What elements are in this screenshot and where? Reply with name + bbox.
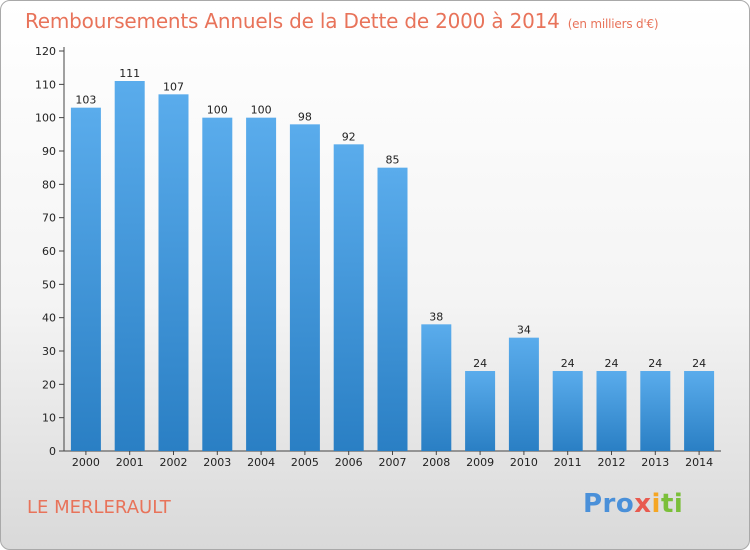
y-tick-label: 110 — [35, 78, 56, 91]
y-tick-label: 90 — [42, 145, 56, 158]
bar — [596, 371, 627, 451]
x-tick-label: 2009 — [466, 456, 494, 469]
y-tick-label: 120 — [35, 45, 56, 58]
bar — [684, 371, 715, 451]
bar-value-label: 100 — [207, 104, 228, 117]
commune-name: LE MERLERAULT — [27, 497, 171, 518]
logo-part: ti — [660, 489, 684, 519]
bar — [508, 337, 539, 451]
bar-value-label: 38 — [429, 310, 443, 323]
y-tick-label: 40 — [42, 312, 56, 325]
bar-value-label: 24 — [692, 357, 706, 370]
proxiti-logo: Proxiti — [583, 489, 683, 519]
bar — [333, 144, 364, 452]
chart-unit-note: (en milliers d'€) — [567, 17, 659, 31]
bar — [377, 167, 408, 451]
bar — [246, 117, 277, 452]
bar — [202, 117, 233, 452]
logo-part: Pro — [583, 489, 635, 519]
bar-value-label: 24 — [473, 357, 487, 370]
x-tick-label: 2004 — [247, 456, 275, 469]
x-tick-label: 2011 — [554, 456, 582, 469]
x-tick-label: 2008 — [422, 456, 450, 469]
bar-value-label: 92 — [342, 130, 356, 143]
x-tick-label: 2001 — [116, 456, 144, 469]
y-tick-label: 30 — [42, 345, 56, 358]
x-tick-label: 2014 — [685, 456, 713, 469]
x-tick-label: 2005 — [291, 456, 319, 469]
chart-title: Remboursements Annuels de la Dette de 20… — [25, 9, 659, 33]
bar-value-label: 34 — [517, 324, 531, 337]
bar-value-label: 24 — [605, 357, 619, 370]
bar — [421, 324, 452, 451]
x-tick-label: 2007 — [379, 456, 407, 469]
logo-part: x — [634, 489, 652, 519]
bar-value-label: 98 — [298, 110, 312, 123]
y-tick-label: 10 — [42, 412, 56, 425]
x-tick-label: 2013 — [641, 456, 669, 469]
x-tick-label: 2006 — [335, 456, 363, 469]
bar — [289, 124, 320, 451]
bar-value-label: 107 — [163, 80, 184, 93]
bar-value-label: 100 — [251, 104, 272, 117]
bar-value-label: 111 — [119, 67, 140, 80]
bar — [465, 371, 496, 451]
y-tick-label: 0 — [49, 445, 56, 458]
bar — [158, 94, 189, 451]
bar — [114, 81, 145, 451]
y-tick-label: 70 — [42, 212, 56, 225]
bar — [640, 371, 671, 451]
x-tick-label: 2010 — [510, 456, 538, 469]
bar-value-label: 85 — [386, 154, 400, 167]
bar-value-label: 24 — [648, 357, 662, 370]
y-tick-label: 100 — [35, 112, 56, 125]
x-tick-label: 2003 — [203, 456, 231, 469]
bar-value-label: 24 — [561, 357, 575, 370]
bar — [552, 371, 583, 451]
y-tick-label: 60 — [42, 245, 56, 258]
bar-value-label: 103 — [75, 94, 96, 107]
y-tick-label: 80 — [42, 178, 56, 191]
y-tick-label: 20 — [42, 378, 56, 391]
chart-title-text: Remboursements Annuels de la Dette de 20… — [25, 9, 560, 33]
x-tick-label: 2002 — [160, 456, 188, 469]
x-tick-label: 2000 — [72, 456, 100, 469]
logo-part: i — [651, 489, 661, 519]
bar — [70, 107, 101, 452]
x-tick-label: 2012 — [598, 456, 626, 469]
y-tick-label: 50 — [42, 278, 56, 291]
